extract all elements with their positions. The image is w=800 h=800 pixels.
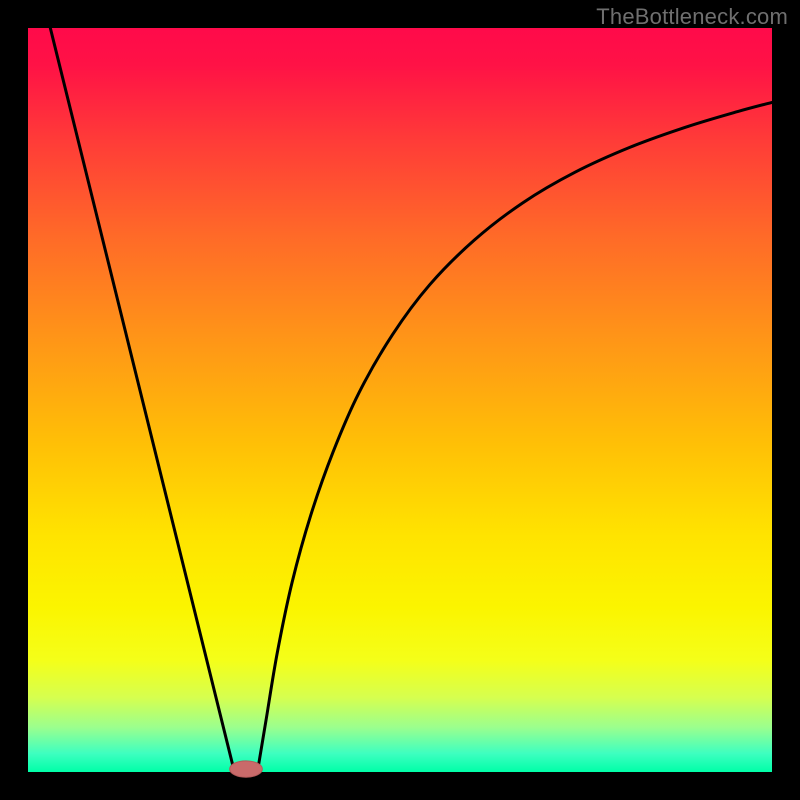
bottleneck-chart (0, 0, 800, 800)
chart-container: TheBottleneck.com (0, 0, 800, 800)
watermark-text: TheBottleneck.com (596, 4, 788, 30)
optimal-point-marker (230, 761, 263, 777)
gradient-background (28, 28, 772, 772)
